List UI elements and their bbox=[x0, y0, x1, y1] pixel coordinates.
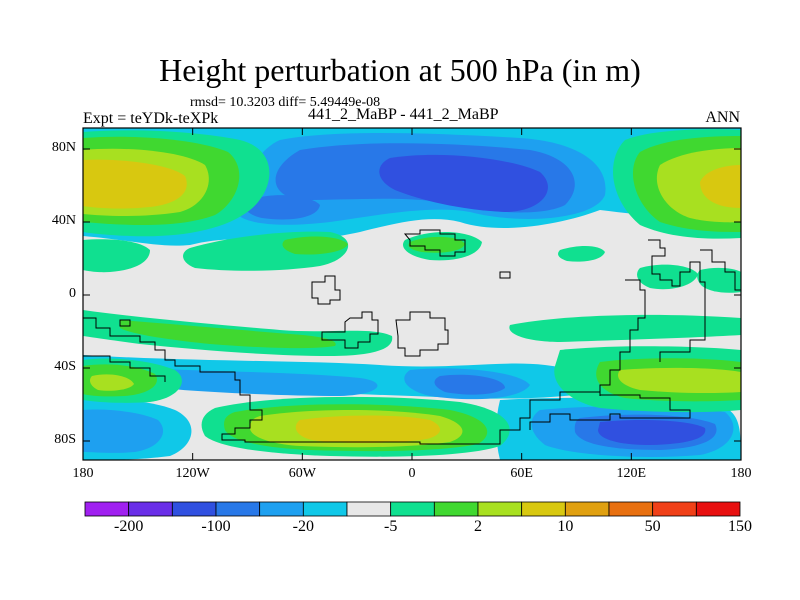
contour-region bbox=[120, 320, 336, 349]
coastline-segment bbox=[119, 319, 131, 327]
contour-region bbox=[83, 409, 164, 453]
contour-region bbox=[134, 368, 378, 396]
colorbar-label: -100 bbox=[201, 518, 231, 535]
colorbar-swatch bbox=[171, 501, 217, 517]
runs-label: 441_2_MaBP - 441_2_MaBP bbox=[308, 106, 499, 123]
colorbar-swatch bbox=[84, 501, 130, 517]
colorbar-swatch bbox=[477, 501, 523, 517]
colorbar-swatch bbox=[433, 501, 479, 517]
experiment-label: Expt = teYDk-teXPk bbox=[83, 110, 219, 127]
lon-label: 60E bbox=[510, 466, 533, 481]
lat-label: 80N bbox=[51, 140, 76, 155]
contour-region bbox=[558, 246, 605, 262]
contour-region bbox=[244, 195, 320, 220]
coastline-segment bbox=[395, 311, 449, 357]
colorbar-label: -20 bbox=[292, 518, 314, 535]
stats-line: rmsd= 10.3203 diff= 5.49449e-08 bbox=[190, 95, 381, 110]
lon-label: 180 bbox=[730, 466, 752, 481]
lon-label: 60W bbox=[288, 466, 316, 481]
lat-label: 80S bbox=[54, 432, 76, 447]
contour-region bbox=[83, 159, 187, 209]
colorbar-label: -5 bbox=[383, 518, 398, 535]
season-label: ANN bbox=[705, 109, 740, 126]
contour-region bbox=[379, 154, 548, 212]
colorbar-swatch bbox=[390, 501, 435, 517]
coastline-segment bbox=[700, 249, 741, 291]
colorbar-swatch bbox=[608, 501, 654, 517]
coastline-segment bbox=[599, 239, 706, 396]
colorbar-swatch bbox=[302, 501, 348, 517]
contour-region bbox=[598, 420, 706, 445]
colorbar-label: 150 bbox=[728, 518, 752, 535]
lon-label: 120E bbox=[616, 466, 647, 481]
colorbar-label: -200 bbox=[113, 518, 144, 535]
colorbar-label: 2 bbox=[474, 518, 482, 535]
contour-region bbox=[618, 367, 741, 394]
contour-field bbox=[83, 128, 741, 460]
coastline-segment bbox=[403, 229, 466, 257]
colorbar-swatch bbox=[259, 501, 304, 517]
lat-label: 0 bbox=[69, 286, 76, 301]
colorbar-swatch bbox=[215, 501, 261, 517]
colorbar-swatch bbox=[521, 501, 566, 517]
coastline-segment bbox=[83, 355, 166, 382]
coastline-segment bbox=[499, 271, 511, 279]
contour-region bbox=[408, 236, 465, 253]
colorbar bbox=[84, 501, 741, 517]
contour-region bbox=[295, 415, 441, 443]
colorbar-label: 10 bbox=[557, 518, 574, 535]
lon-label: 120W bbox=[175, 466, 210, 481]
colorbar-swatch bbox=[695, 501, 741, 517]
contour-region bbox=[282, 236, 348, 255]
colorbar-swatch bbox=[652, 501, 697, 517]
colorbar-swatch bbox=[564, 501, 610, 517]
contour-region bbox=[434, 374, 505, 395]
map-title: Height perturbation at 500 hPa (in m) bbox=[159, 52, 641, 88]
colorbar-swatch bbox=[346, 501, 392, 517]
contour-region bbox=[700, 165, 741, 208]
contour-region bbox=[83, 239, 150, 273]
lat-label: 40S bbox=[54, 359, 76, 374]
contour-region bbox=[509, 314, 741, 342]
lat-label: 40N bbox=[51, 213, 76, 228]
colorbar-label: 50 bbox=[644, 518, 661, 535]
coastline-segment bbox=[321, 311, 379, 349]
lon-label: 0 bbox=[408, 466, 416, 481]
lon-label: 180 bbox=[72, 466, 94, 481]
contour-region bbox=[90, 374, 134, 391]
coastline-segment bbox=[83, 317, 691, 445]
contour-region bbox=[697, 267, 741, 293]
coastlines bbox=[83, 229, 741, 445]
colorbar-swatch bbox=[128, 501, 173, 517]
coastline-segment bbox=[311, 275, 341, 305]
axis-ticks bbox=[82, 128, 742, 460]
